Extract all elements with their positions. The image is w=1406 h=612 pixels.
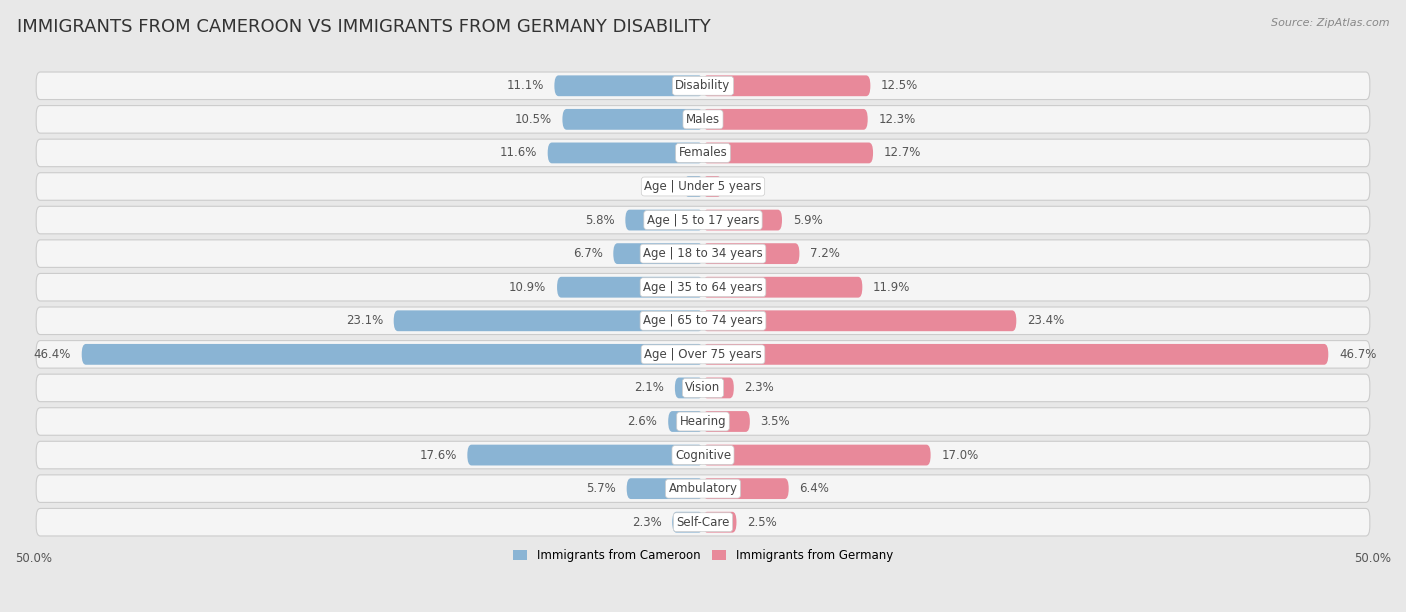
FancyBboxPatch shape xyxy=(37,274,1369,301)
FancyBboxPatch shape xyxy=(467,445,703,466)
Text: 5.7%: 5.7% xyxy=(586,482,616,495)
FancyBboxPatch shape xyxy=(37,408,1369,435)
FancyBboxPatch shape xyxy=(557,277,703,297)
Text: 10.9%: 10.9% xyxy=(509,281,547,294)
FancyBboxPatch shape xyxy=(37,341,1369,368)
Text: 5.9%: 5.9% xyxy=(793,214,823,226)
Text: 11.1%: 11.1% xyxy=(506,80,544,92)
Text: Cognitive: Cognitive xyxy=(675,449,731,461)
FancyBboxPatch shape xyxy=(394,310,703,331)
Text: Age | Under 5 years: Age | Under 5 years xyxy=(644,180,762,193)
Text: 7.2%: 7.2% xyxy=(810,247,839,260)
Text: Hearing: Hearing xyxy=(679,415,727,428)
Text: 12.5%: 12.5% xyxy=(882,80,918,92)
Text: Ambulatory: Ambulatory xyxy=(668,482,738,495)
FancyBboxPatch shape xyxy=(703,411,749,432)
Text: Age | 65 to 74 years: Age | 65 to 74 years xyxy=(643,315,763,327)
Text: 10.5%: 10.5% xyxy=(515,113,551,126)
FancyBboxPatch shape xyxy=(562,109,703,130)
FancyBboxPatch shape xyxy=(672,512,703,532)
Text: 23.1%: 23.1% xyxy=(346,315,382,327)
Text: 1.4%: 1.4% xyxy=(644,180,673,193)
FancyBboxPatch shape xyxy=(703,277,862,297)
FancyBboxPatch shape xyxy=(703,310,1017,331)
Text: 2.3%: 2.3% xyxy=(745,381,775,394)
FancyBboxPatch shape xyxy=(703,243,800,264)
FancyBboxPatch shape xyxy=(703,344,1329,365)
Text: 2.5%: 2.5% xyxy=(747,516,778,529)
Text: 12.7%: 12.7% xyxy=(884,146,921,159)
Text: 46.4%: 46.4% xyxy=(34,348,70,361)
FancyBboxPatch shape xyxy=(613,243,703,264)
FancyBboxPatch shape xyxy=(703,143,873,163)
FancyBboxPatch shape xyxy=(37,475,1369,502)
FancyBboxPatch shape xyxy=(37,441,1369,469)
Text: 6.4%: 6.4% xyxy=(800,482,830,495)
Text: Males: Males xyxy=(686,113,720,126)
FancyBboxPatch shape xyxy=(37,374,1369,401)
Text: Source: ZipAtlas.com: Source: ZipAtlas.com xyxy=(1271,18,1389,28)
Text: 46.7%: 46.7% xyxy=(1339,348,1376,361)
FancyBboxPatch shape xyxy=(37,139,1369,166)
FancyBboxPatch shape xyxy=(626,210,703,231)
Text: Age | 5 to 17 years: Age | 5 to 17 years xyxy=(647,214,759,226)
FancyBboxPatch shape xyxy=(685,176,703,197)
FancyBboxPatch shape xyxy=(548,143,703,163)
Text: 23.4%: 23.4% xyxy=(1026,315,1064,327)
Text: 17.0%: 17.0% xyxy=(942,449,979,461)
Text: 2.3%: 2.3% xyxy=(631,516,661,529)
Text: Age | 35 to 64 years: Age | 35 to 64 years xyxy=(643,281,763,294)
FancyBboxPatch shape xyxy=(703,512,737,532)
FancyBboxPatch shape xyxy=(675,378,703,398)
FancyBboxPatch shape xyxy=(37,206,1369,234)
Text: 1.4%: 1.4% xyxy=(733,180,762,193)
FancyBboxPatch shape xyxy=(37,307,1369,335)
FancyBboxPatch shape xyxy=(703,75,870,96)
FancyBboxPatch shape xyxy=(554,75,703,96)
FancyBboxPatch shape xyxy=(627,478,703,499)
Text: 2.6%: 2.6% xyxy=(627,415,658,428)
FancyBboxPatch shape xyxy=(703,210,782,231)
Text: 12.3%: 12.3% xyxy=(879,113,915,126)
FancyBboxPatch shape xyxy=(703,445,931,466)
FancyBboxPatch shape xyxy=(703,378,734,398)
Text: Age | 18 to 34 years: Age | 18 to 34 years xyxy=(643,247,763,260)
Text: 11.9%: 11.9% xyxy=(873,281,911,294)
Text: 11.6%: 11.6% xyxy=(499,146,537,159)
Text: 17.6%: 17.6% xyxy=(419,449,457,461)
FancyBboxPatch shape xyxy=(37,240,1369,267)
FancyBboxPatch shape xyxy=(668,411,703,432)
Text: Females: Females xyxy=(679,146,727,159)
FancyBboxPatch shape xyxy=(82,344,703,365)
FancyBboxPatch shape xyxy=(37,72,1369,100)
FancyBboxPatch shape xyxy=(703,109,868,130)
Text: 2.1%: 2.1% xyxy=(634,381,664,394)
Text: IMMIGRANTS FROM CAMEROON VS IMMIGRANTS FROM GERMANY DISABILITY: IMMIGRANTS FROM CAMEROON VS IMMIGRANTS F… xyxy=(17,18,710,36)
FancyBboxPatch shape xyxy=(37,509,1369,536)
Legend: Immigrants from Cameroon, Immigrants from Germany: Immigrants from Cameroon, Immigrants fro… xyxy=(509,545,897,567)
FancyBboxPatch shape xyxy=(37,106,1369,133)
Text: 6.7%: 6.7% xyxy=(572,247,603,260)
FancyBboxPatch shape xyxy=(703,478,789,499)
Text: 3.5%: 3.5% xyxy=(761,415,790,428)
FancyBboxPatch shape xyxy=(37,173,1369,200)
Text: Vision: Vision xyxy=(685,381,721,394)
Text: 5.8%: 5.8% xyxy=(585,214,614,226)
Text: Disability: Disability xyxy=(675,80,731,92)
Text: Self-Care: Self-Care xyxy=(676,516,730,529)
Text: Age | Over 75 years: Age | Over 75 years xyxy=(644,348,762,361)
FancyBboxPatch shape xyxy=(703,176,721,197)
